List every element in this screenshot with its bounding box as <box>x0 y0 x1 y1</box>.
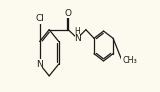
FancyBboxPatch shape <box>75 34 80 42</box>
Text: O: O <box>65 9 72 18</box>
Text: N: N <box>74 34 81 43</box>
Text: H: H <box>74 27 80 36</box>
FancyBboxPatch shape <box>37 59 42 69</box>
Text: N: N <box>36 60 43 69</box>
FancyBboxPatch shape <box>66 8 71 18</box>
Text: Cl: Cl <box>35 14 44 23</box>
FancyBboxPatch shape <box>121 56 130 66</box>
FancyBboxPatch shape <box>75 28 80 36</box>
Text: CH₃: CH₃ <box>123 56 137 65</box>
FancyBboxPatch shape <box>36 14 43 24</box>
